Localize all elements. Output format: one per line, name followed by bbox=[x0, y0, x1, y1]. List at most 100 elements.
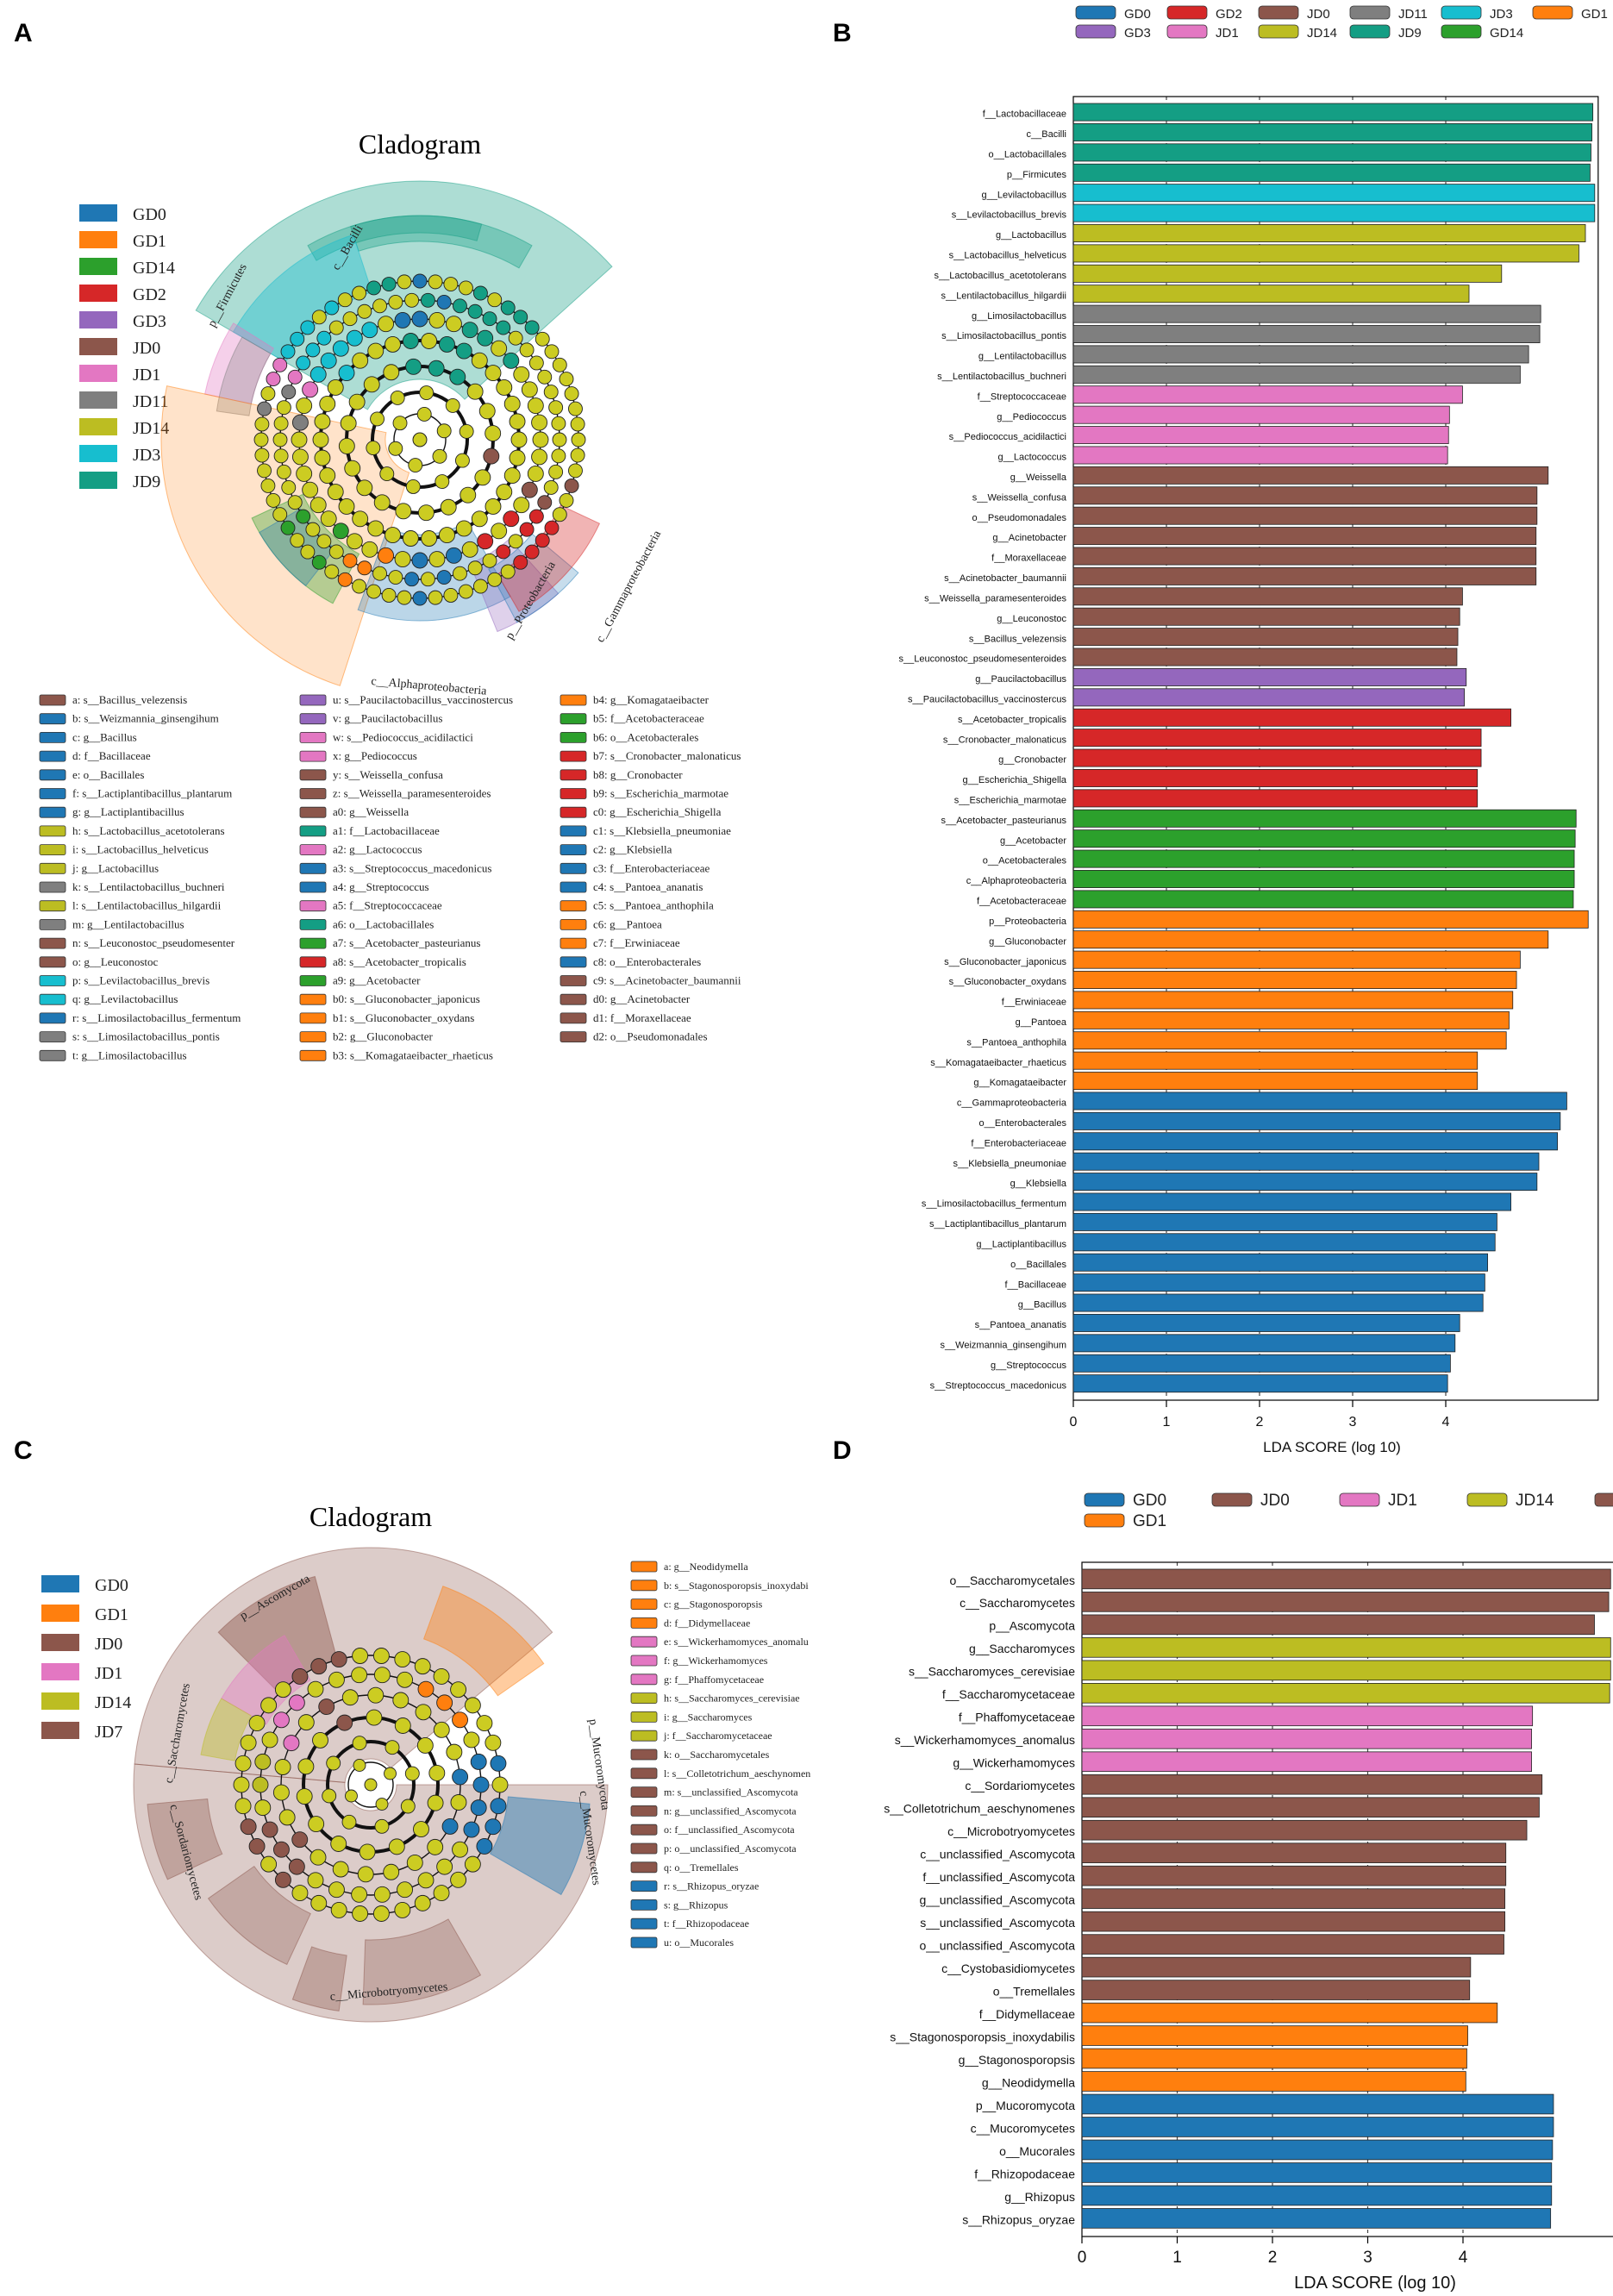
clade-legend-swatch-gd14 bbox=[79, 258, 117, 275]
category-label-c-mucoromycetes: c__Mucoromycetes bbox=[971, 2121, 1075, 2135]
bar-o-mucorales bbox=[1081, 2139, 1554, 2161]
bar-g-weissella bbox=[1072, 466, 1549, 485]
tree-ring-0 bbox=[347, 1761, 394, 1808]
category-label-o-bacillales: o__Bacillales bbox=[1010, 1260, 1066, 1270]
legend-label-jd14: JD14 bbox=[1307, 26, 1337, 41]
key-label-b9-s-escherichia-marmotae: b9: s__Escherichia_marmotae bbox=[593, 787, 728, 800]
tree-node bbox=[482, 311, 497, 327]
bar-g-lactococcus bbox=[1072, 446, 1448, 465]
legend-swatch-jd14 bbox=[1466, 1492, 1508, 1507]
category-label-o-acetobacterales: o__Acetobacterales bbox=[983, 856, 1067, 866]
tree-node bbox=[291, 414, 309, 431]
category-label-s-pantoea-ananatis: s__Pantoea_ananatis bbox=[975, 1320, 1067, 1330]
panel-label-a: A bbox=[14, 19, 33, 47]
bar-g-lentilactobacillus bbox=[1072, 345, 1529, 364]
tree-node bbox=[261, 1731, 278, 1749]
category-label-f-streptococcaceae: f__Streptococcaceae bbox=[978, 391, 1066, 402]
tree-node bbox=[552, 507, 567, 522]
category-label-s-acetobacter-pasteurianus: s__Acetobacter_pasteurianus bbox=[941, 816, 1066, 826]
category-label-o-pseudomonadales: o__Pseudomonadales bbox=[972, 513, 1067, 523]
key-swatch bbox=[560, 713, 587, 725]
tree-node bbox=[535, 533, 550, 548]
tree-node bbox=[416, 1737, 434, 1754]
tree-node bbox=[414, 1658, 431, 1675]
clade-sector-6 bbox=[160, 385, 410, 686]
tree-node bbox=[570, 416, 585, 432]
legend-label-gd0: GD0 bbox=[1133, 1492, 1166, 1510]
category-label-s-acinetobacter-baumannii: s__Acinetobacter_baumannii bbox=[944, 573, 1066, 584]
clade-legend-label-jd14: JD14 bbox=[95, 1693, 131, 1712]
tree-node bbox=[346, 329, 363, 347]
tree-node bbox=[291, 1831, 309, 1849]
key-label-o-g-leuconostoc: o: g__Leuconostoc bbox=[72, 955, 159, 968]
clade-sector-7 bbox=[207, 1865, 311, 1966]
key-swatch bbox=[630, 1561, 658, 1573]
category-label-s-colletotrichum-aeschynomenes: s__Colletotrichum_aeschynomenes bbox=[884, 1802, 1075, 1816]
tree-node bbox=[274, 1759, 291, 1775]
key-swatch bbox=[39, 993, 66, 1005]
key-label-d2-o-pseudomonadales: d2: o__Pseudomonadales bbox=[593, 1030, 708, 1043]
tree-node bbox=[450, 1794, 467, 1811]
key-label-m-s-unclassified-ascomycota: m: s__unclassified_Ascomycota bbox=[664, 1786, 798, 1799]
tree-node bbox=[503, 396, 521, 412]
lda-chart-d: GD0JD0JD1JD14JD7GD1o__Saccharomycetalesc… bbox=[884, 1492, 1613, 2293]
tree-node bbox=[328, 544, 344, 560]
tree-node bbox=[261, 1821, 278, 1838]
bar-s-acetobacter-tropicalis bbox=[1072, 708, 1512, 727]
tree-node bbox=[378, 547, 395, 564]
key-label-b6-o-acetobacterales: b6: o__Acetobacterales bbox=[593, 730, 698, 743]
clade-sector-2 bbox=[307, 215, 483, 261]
tree-node bbox=[460, 486, 477, 504]
tree-node bbox=[342, 553, 358, 568]
key-swatch bbox=[299, 825, 327, 837]
tree-node bbox=[316, 330, 332, 346]
tree-node bbox=[288, 1858, 305, 1875]
bar-c-unclassified-ascomycota bbox=[1081, 1842, 1507, 1863]
bar-s-unclassified-ascomycota bbox=[1081, 1911, 1506, 1932]
tree-node bbox=[471, 352, 488, 369]
key-label-q-g-levilactobacillus: q: g__Levilactobacillus bbox=[72, 992, 178, 1005]
bar-s-lactobacillus-helveticus bbox=[1072, 244, 1579, 263]
bar-f-saccharomycetaceae bbox=[1081, 1683, 1610, 1704]
legend-label-gd0: GD0 bbox=[1124, 7, 1151, 22]
tree-node bbox=[500, 300, 516, 316]
tree-node bbox=[552, 432, 567, 447]
bar-g-rhizopus bbox=[1081, 2185, 1553, 2206]
clade-legend-label-gd3: GD3 bbox=[133, 312, 166, 331]
bar-s-klebsiella-pneumoniae bbox=[1072, 1152, 1540, 1171]
tree-node bbox=[450, 1681, 467, 1699]
category-label-o-tremellales: o__Tremellales bbox=[993, 1984, 1075, 1998]
legend-label-jd1: JD1 bbox=[1216, 26, 1239, 41]
clade-legend-label-jd3: JD3 bbox=[133, 446, 160, 465]
tree-node bbox=[413, 1821, 429, 1838]
tree-node bbox=[433, 1885, 450, 1902]
key-label-p-s-levilactobacillus-brevis: p: s__Levilactobacillus_brevis bbox=[72, 974, 209, 987]
tree-node bbox=[352, 352, 369, 369]
category-label-g-neodidymella: g__Neodidymella bbox=[982, 2075, 1075, 2089]
key-swatch bbox=[630, 1842, 658, 1855]
tree-node bbox=[472, 1776, 490, 1793]
category-label-f-moraxellaceae: f__Moraxellaceae bbox=[991, 554, 1066, 564]
tree-node bbox=[345, 1789, 358, 1803]
tree-node bbox=[361, 541, 378, 558]
tree-node bbox=[394, 1717, 411, 1734]
category-label-g-lactiplantibacillus: g__Lactiplantibacillus bbox=[976, 1239, 1066, 1249]
x-tick-label-4: 4 bbox=[1442, 1415, 1450, 1430]
key-swatch bbox=[630, 1598, 658, 1610]
tree-node bbox=[356, 479, 373, 497]
tree-node bbox=[467, 303, 483, 319]
tree-node bbox=[440, 498, 457, 516]
tree-node bbox=[283, 1735, 300, 1752]
tree-node bbox=[302, 381, 319, 398]
bar-s-paucilactobacillus-vaccinostercus bbox=[1072, 688, 1466, 707]
tree-node bbox=[310, 1658, 328, 1675]
bar-g-streptococcus bbox=[1072, 1354, 1451, 1373]
tree-ring-1 bbox=[326, 1740, 416, 1830]
key-swatch bbox=[299, 694, 327, 706]
tree-node bbox=[400, 1799, 416, 1814]
key-swatch bbox=[39, 825, 66, 837]
tree-node bbox=[559, 492, 574, 508]
key-swatch bbox=[299, 713, 327, 725]
key-label-l-s-colletotrichum-aeschynomen: l: s__Colletotrichum_aeschynomen bbox=[664, 1767, 810, 1780]
key-label-u-s-paucilactobacillus-vaccinostercus: u: s__Paucilactobacillus_vaccinostercus bbox=[333, 693, 513, 706]
